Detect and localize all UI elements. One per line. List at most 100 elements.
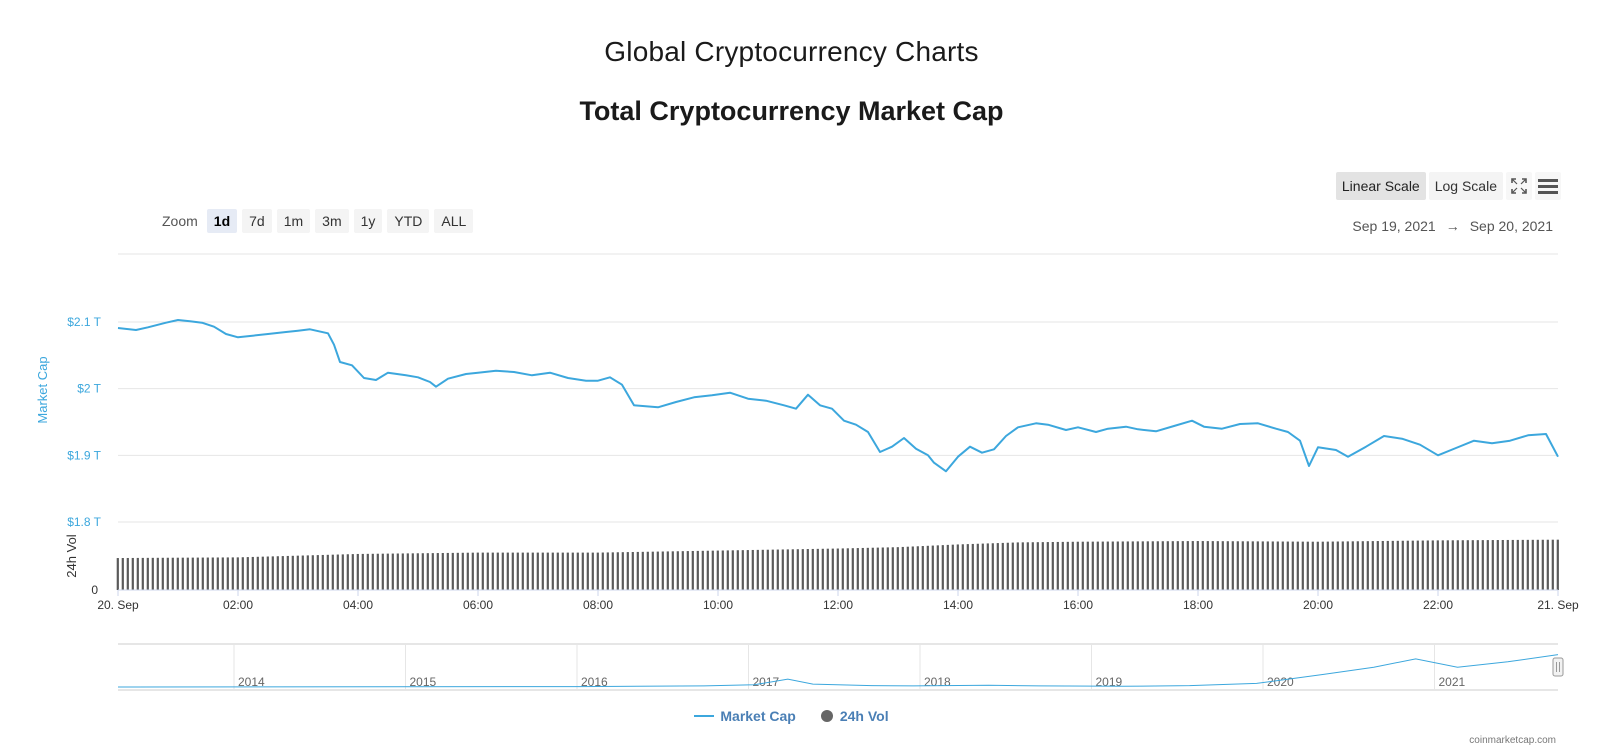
volume-bar bbox=[1321, 541, 1324, 590]
volume-bar bbox=[456, 552, 459, 590]
volume-bar bbox=[881, 547, 884, 590]
volume-bar bbox=[636, 551, 639, 590]
navigator-series-line bbox=[117, 654, 1559, 688]
volume-bar bbox=[981, 543, 984, 590]
volume-bar bbox=[781, 549, 784, 590]
volume-bar bbox=[201, 557, 204, 590]
volume-bar bbox=[961, 544, 964, 590]
volume-bar bbox=[181, 557, 184, 590]
credit-link[interactable]: coinmarketcap.com bbox=[1469, 735, 1556, 746]
date-from-input[interactable]: Sep 19, 2021 bbox=[1352, 218, 1436, 234]
volume-bar bbox=[916, 546, 919, 590]
volume-bar bbox=[1431, 540, 1434, 590]
navigator-year-label: 2015 bbox=[410, 675, 437, 689]
volume-bar bbox=[671, 551, 674, 590]
volume-bar bbox=[336, 554, 339, 590]
navigator-year-label: 2018 bbox=[924, 675, 951, 689]
volume-bar bbox=[811, 548, 814, 590]
chart-title: Total Cryptocurrency Market Cap bbox=[579, 96, 1004, 126]
volume-bar bbox=[1191, 541, 1194, 590]
zoom-ytd-button[interactable]: YTD bbox=[387, 209, 430, 233]
volume-bar bbox=[1136, 541, 1139, 590]
date-to-input[interactable]: Sep 20, 2021 bbox=[1469, 218, 1553, 234]
vol-zero-label: 0 bbox=[91, 583, 98, 597]
volume-bar bbox=[256, 556, 259, 590]
volume-bar bbox=[296, 555, 299, 590]
zoom-7d-button[interactable]: 7d bbox=[242, 209, 272, 233]
volume-bar bbox=[1551, 539, 1554, 590]
volume-bar bbox=[871, 547, 874, 590]
zoom-3m-button[interactable]: 3m bbox=[315, 209, 349, 233]
volume-bar bbox=[441, 552, 444, 590]
volume-bar bbox=[941, 545, 944, 590]
volume-bar bbox=[926, 545, 929, 590]
navigator-year-label: 2014 bbox=[238, 675, 265, 689]
log-scale-button[interactable]: Log Scale bbox=[1428, 172, 1503, 200]
volume-bar bbox=[1301, 541, 1304, 590]
volume-bar bbox=[1011, 542, 1014, 590]
volume-bar bbox=[471, 552, 474, 590]
volume-bar bbox=[1541, 539, 1544, 590]
volume-bar bbox=[601, 552, 604, 590]
volume-bar bbox=[1201, 541, 1204, 590]
volume-bar bbox=[1296, 541, 1299, 590]
legend-item-volume[interactable]: 24h Vol bbox=[820, 708, 889, 724]
volume-bar bbox=[1351, 541, 1354, 590]
x-tick-label: 20. Sep bbox=[97, 598, 139, 612]
volume-bar bbox=[1151, 541, 1154, 590]
volume-bar bbox=[526, 552, 529, 590]
chart-legend: Market Cap 24h Vol bbox=[0, 708, 1583, 724]
volume-bar bbox=[496, 552, 499, 590]
volume-bar bbox=[886, 547, 889, 590]
volume-bar bbox=[1546, 539, 1549, 590]
volume-bar bbox=[1456, 540, 1459, 590]
volume-bar bbox=[1496, 540, 1499, 590]
fullscreen-button[interactable] bbox=[1506, 172, 1532, 200]
volume-bar bbox=[376, 553, 379, 590]
volume-bar bbox=[1421, 540, 1424, 590]
zoom-1d-button[interactable]: 1d bbox=[206, 209, 238, 233]
volume-bar bbox=[796, 549, 799, 590]
volume-bar bbox=[1086, 541, 1089, 590]
volume-bar bbox=[906, 546, 909, 590]
zoom-all-button[interactable]: ALL bbox=[434, 209, 474, 233]
navigator[interactable]: 2014 2015 2016 2017 2018 2019 2020 2021 bbox=[117, 643, 1564, 691]
volume-bar bbox=[761, 549, 764, 590]
volume-bar bbox=[116, 558, 119, 590]
volume-bar bbox=[1101, 541, 1104, 590]
volume-bar bbox=[641, 551, 644, 590]
chart-menu-button[interactable] bbox=[1535, 172, 1561, 200]
volume-bar bbox=[1446, 540, 1449, 590]
volume-bar bbox=[1261, 541, 1264, 590]
volume-bar bbox=[846, 548, 849, 590]
volume-bar bbox=[436, 553, 439, 590]
volume-bar bbox=[876, 547, 879, 590]
volume-bar bbox=[381, 553, 384, 590]
linear-scale-button[interactable]: Linear Scale bbox=[1335, 172, 1426, 200]
volume-bar bbox=[866, 547, 869, 590]
volume-bar bbox=[151, 557, 154, 590]
volume-bar bbox=[586, 552, 589, 590]
volume-bar bbox=[1186, 541, 1189, 590]
volume-bar bbox=[271, 556, 274, 590]
legend-item-market-cap[interactable]: Market Cap bbox=[694, 708, 796, 724]
volume-bar bbox=[1391, 540, 1394, 590]
volume-bar bbox=[166, 557, 169, 590]
volume-bar bbox=[1381, 540, 1384, 590]
volume-bar bbox=[1326, 541, 1329, 590]
volume-bar bbox=[1336, 541, 1339, 590]
volume-bar bbox=[451, 552, 454, 590]
volume-bar bbox=[991, 543, 994, 590]
volume-bar bbox=[1361, 541, 1364, 590]
navigator-handle bbox=[1552, 657, 1564, 677]
zoom-1y-button[interactable]: 1y bbox=[353, 209, 383, 233]
volume-bar bbox=[1356, 541, 1359, 590]
volume-bar bbox=[836, 548, 839, 590]
page-title: Global Cryptocurrency Charts bbox=[604, 36, 979, 67]
volume-bar bbox=[431, 553, 434, 590]
zoom-1m-button[interactable]: 1m bbox=[276, 209, 311, 233]
volume-bar bbox=[331, 554, 334, 590]
volume-bar bbox=[1061, 541, 1064, 590]
volume-bar bbox=[236, 557, 239, 590]
